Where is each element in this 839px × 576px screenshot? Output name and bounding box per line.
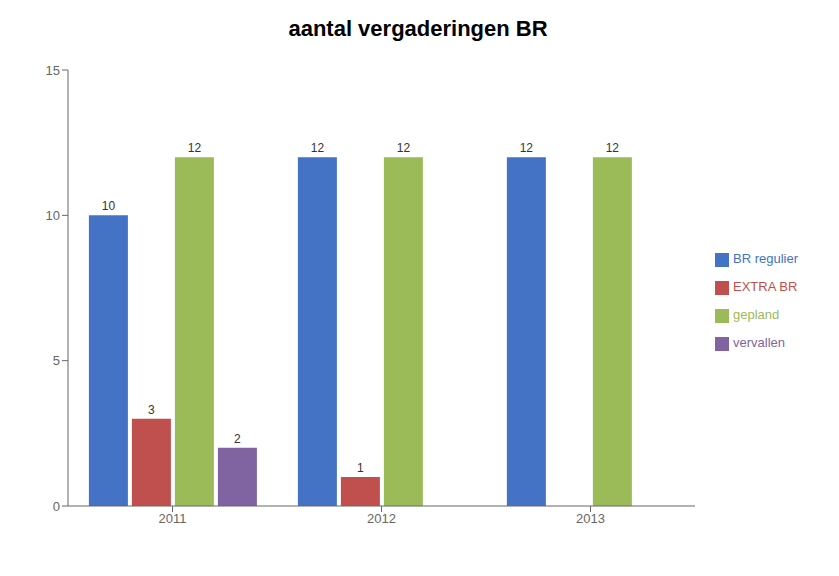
svg-text:10: 10 [46, 208, 60, 223]
html-text:vervallen: vervallen [733, 335, 785, 350]
svg-text:5: 5 [53, 353, 60, 368]
html-text:gepland: gepland [733, 307, 780, 322]
svg-text:15: 15 [46, 63, 60, 78]
svg-text:10: 10 [102, 199, 116, 213]
svg-text:2: 2 [234, 432, 241, 446]
svg-text:12: 12 [606, 141, 620, 155]
svg-text:12: 12 [311, 141, 325, 155]
html-text:EXTRA BR: EXTRA BR [733, 279, 798, 294]
svg-text:2012: 2012 [367, 511, 396, 526]
html-text:aantal vergaderingen BR: aantal vergaderingen BR [288, 16, 548, 41]
svg-text:12: 12 [188, 141, 202, 155]
html-text:BR regulier: BR regulier [733, 251, 798, 266]
svg-text:2013: 2013 [576, 511, 605, 526]
svg-text:2011: 2011 [159, 511, 187, 526]
svg-text:12: 12 [520, 141, 534, 155]
svg-text:0: 0 [53, 499, 60, 514]
svg-text:1: 1 [357, 461, 364, 475]
svg-text:3: 3 [148, 403, 155, 417]
svg-text:12: 12 [397, 141, 411, 155]
